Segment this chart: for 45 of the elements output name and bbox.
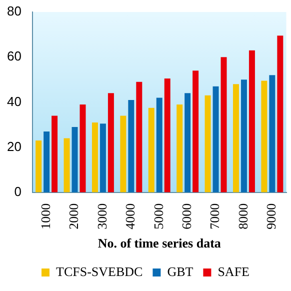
bar bbox=[261, 80, 268, 192]
bar bbox=[148, 108, 154, 192]
x-tick-label: 2000 bbox=[66, 203, 82, 230]
x-tick-label: 8000 bbox=[235, 203, 250, 230]
bar bbox=[220, 57, 227, 192]
legend-label: TCFS-SVEBDC bbox=[56, 264, 143, 279]
x-tick-label: 4000 bbox=[122, 203, 138, 230]
y-tick-label: 80 bbox=[6, 4, 22, 19]
y-tick-label: 40 bbox=[6, 94, 22, 109]
y-tick-label: 60 bbox=[6, 48, 22, 64]
bar bbox=[120, 116, 126, 192]
x-tick-label: 1000 bbox=[38, 203, 53, 230]
x-tick-label: 6000 bbox=[178, 203, 194, 230]
bar bbox=[72, 127, 78, 192]
bar bbox=[108, 93, 114, 192]
legend-label: GBT bbox=[167, 264, 194, 279]
bar bbox=[92, 122, 98, 192]
bar bbox=[269, 75, 276, 192]
bar bbox=[156, 98, 162, 192]
bar bbox=[128, 100, 134, 192]
bar bbox=[277, 36, 284, 192]
bar bbox=[136, 82, 142, 192]
bar bbox=[64, 138, 70, 192]
bar bbox=[248, 50, 255, 192]
bar bbox=[176, 104, 183, 192]
x-tick-label: 9000 bbox=[264, 203, 279, 230]
bar bbox=[80, 104, 86, 192]
bar bbox=[44, 132, 50, 192]
bar bbox=[52, 116, 58, 192]
x-axis-title: No. of time series data bbox=[98, 236, 222, 251]
bar bbox=[232, 84, 239, 192]
y-tick-label: 20 bbox=[6, 138, 22, 154]
y-tick-label: 0 bbox=[14, 184, 22, 199]
bar bbox=[36, 140, 42, 192]
x-tick-label: 5000 bbox=[150, 203, 166, 230]
x-tick-label: 7000 bbox=[207, 203, 222, 230]
bar bbox=[192, 70, 199, 192]
bar bbox=[204, 95, 211, 192]
bar bbox=[100, 124, 106, 192]
bar bbox=[184, 93, 191, 192]
x-tick-label: 3000 bbox=[94, 203, 110, 230]
legend-label: SAFE bbox=[218, 264, 250, 279]
bar bbox=[240, 80, 247, 192]
bar bbox=[164, 78, 170, 192]
bar bbox=[212, 86, 219, 192]
